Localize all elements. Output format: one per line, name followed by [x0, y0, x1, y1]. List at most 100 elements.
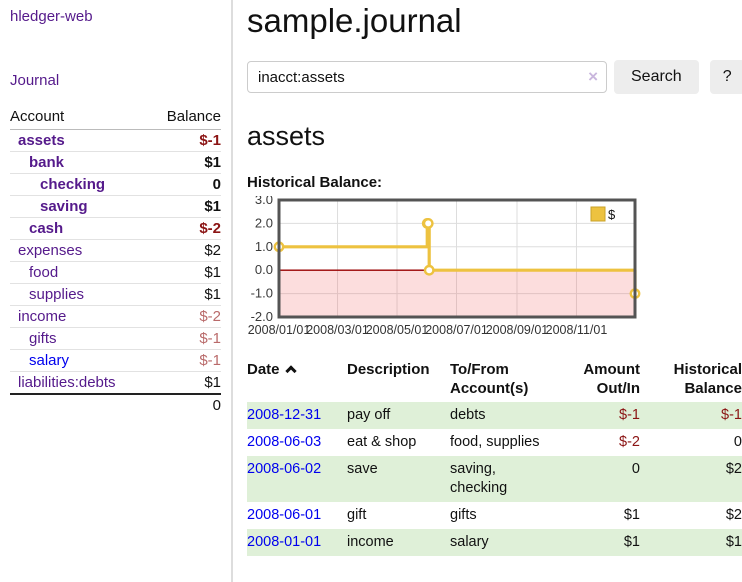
transaction-accounts: food, supplies [450, 429, 570, 456]
transaction-accounts: gifts [450, 502, 570, 529]
transaction-description: income [347, 529, 450, 556]
account-link[interactable]: cash [29, 220, 63, 237]
accounts-header-account: Account [10, 106, 149, 130]
transaction-date-link[interactable]: 2008-12-31 [247, 407, 321, 423]
account-row: saving $1 [10, 196, 221, 218]
account-row: income $-2 [10, 306, 221, 328]
transaction-row: 2008-06-01 giftgifts$1$2 [247, 502, 742, 529]
account-link[interactable]: assets [18, 132, 65, 149]
svg-text:2008/03/01: 2008/03/01 [306, 323, 369, 337]
transaction-description: save [347, 456, 450, 502]
search-form: × Search ? [247, 60, 742, 94]
account-row: salary $-1 [10, 350, 221, 372]
account-link[interactable]: expenses [18, 242, 82, 259]
transaction-row: 2008-12-31pay offdebts$-1$-1 [247, 402, 742, 429]
svg-text:0.0: 0.0 [255, 262, 273, 277]
transaction-balance: 0 [642, 429, 742, 456]
svg-text:2.0: 2.0 [255, 215, 273, 230]
account-link[interactable]: food [29, 264, 58, 281]
register-table: Date Description To/From Account(s) Amou… [247, 358, 742, 556]
historical-balance-chart: $3.02.01.00.0-1.0-2.02008/01/012008/03/0… [247, 196, 647, 344]
sidebar: hledger-web Journal Account Balance asse… [0, 0, 233, 582]
transaction-balance: $2 [642, 456, 742, 502]
transaction-amount: $1 [570, 529, 642, 556]
account-link[interactable]: checking [40, 176, 105, 193]
transaction-row: 2008-01-01incomesalary$1$1 [247, 529, 742, 556]
account-balance: $1 [149, 262, 221, 284]
account-row: food $1 [10, 262, 221, 284]
help-button[interactable]: ? [710, 60, 742, 94]
account-row: assets $-1 [10, 130, 221, 152]
svg-text:2008/07/01: 2008/07/01 [425, 323, 488, 337]
register-header-row: Date Description To/From Account(s) Amou… [247, 358, 742, 402]
sidebar-total-row: 0 [10, 394, 221, 416]
transaction-description: pay off [347, 402, 450, 429]
transaction-balance: $1 [642, 529, 742, 556]
register-header-accounts: To/From Account(s) [450, 358, 570, 402]
transaction-amount: $1 [570, 502, 642, 529]
account-balance: $-1 [149, 328, 221, 350]
account-balance: $-2 [149, 218, 221, 240]
sidebar-total-value: 0 [149, 394, 221, 416]
account-balance: $1 [149, 196, 221, 218]
accounts-header-row: Account Balance [10, 106, 221, 130]
account-balance: $2 [149, 240, 221, 262]
svg-text:-1.0: -1.0 [251, 286, 273, 301]
transaction-date-link[interactable]: 2008-06-01 [247, 507, 321, 523]
transaction-row: 2008-06-02 savesaving, checking0$2 [247, 456, 742, 502]
svg-text:$: $ [608, 207, 616, 222]
transaction-balance: $2 [642, 502, 742, 529]
transaction-date-link[interactable]: 2008-06-03 [247, 434, 321, 450]
accounts-balance-table: Account Balance assets$-1bank$1checking0… [10, 106, 221, 416]
register-header-description: Description [347, 358, 450, 402]
svg-text:2008/05/01: 2008/05/01 [366, 323, 429, 337]
account-row: bank$1 [10, 152, 221, 174]
transaction-row: 2008-06-03 eat & shopfood, supplies$-20 [247, 429, 742, 456]
svg-text:-2.0: -2.0 [251, 309, 273, 324]
main-content: sample.journal × Search ? assets Histori… [233, 0, 742, 582]
account-heading: assets [247, 121, 742, 152]
account-row: supplies$1 [10, 284, 221, 306]
account-row: expenses $2 [10, 240, 221, 262]
register-header-balance: Historical Balance [642, 358, 742, 402]
register-header-amount: Amount Out/In [570, 358, 642, 402]
sort-asc-icon [285, 365, 296, 376]
svg-text:2008/09/01: 2008/09/01 [486, 323, 549, 337]
account-link[interactable]: gifts [29, 330, 57, 347]
search-button[interactable]: Search [614, 60, 699, 94]
account-link[interactable]: bank [29, 154, 64, 171]
transaction-description: gift [347, 502, 450, 529]
account-row: gifts $-1 [10, 328, 221, 350]
account-row: cash $-2 [10, 218, 221, 240]
search-input[interactable] [247, 61, 607, 93]
account-balance: 0 [149, 174, 221, 196]
svg-text:2008/11/01: 2008/11/01 [546, 323, 608, 337]
transaction-balance: $-1 [642, 402, 742, 429]
account-link[interactable]: supplies [29, 286, 84, 303]
chart-canvas: $3.02.01.00.0-1.0-2.02008/01/012008/03/0… [247, 196, 647, 344]
account-balance: $-1 [149, 130, 221, 152]
transaction-accounts: saving, checking [450, 456, 570, 502]
account-balance: $1 [149, 372, 221, 395]
page-title: sample.journal [247, 2, 742, 40]
transaction-date-link[interactable]: 2008-06-02 [247, 461, 321, 477]
clear-search-icon[interactable]: × [588, 67, 598, 87]
account-link[interactable]: salary [29, 352, 69, 369]
transaction-description: eat & shop [347, 429, 450, 456]
search-input-wrap: × [247, 61, 607, 93]
account-balance: $-2 [149, 306, 221, 328]
svg-text:2008/01/01: 2008/01/01 [248, 323, 311, 337]
register-header-date[interactable]: Date [247, 358, 347, 402]
app-brand-link[interactable]: hledger-web [10, 8, 93, 25]
accounts-header-balance: Balance [149, 106, 221, 130]
account-link[interactable]: liabilities:debts [18, 374, 116, 391]
transaction-amount: 0 [570, 456, 642, 502]
transaction-amount: $-1 [570, 402, 642, 429]
account-link[interactable]: saving [40, 198, 88, 215]
chart-title: Historical Balance: [247, 174, 742, 191]
sidebar-item-journal[interactable]: Journal [10, 72, 59, 89]
account-balance: $-1 [149, 350, 221, 372]
transaction-date-link[interactable]: 2008-01-01 [247, 534, 321, 550]
transaction-amount: $-2 [570, 429, 642, 456]
account-link[interactable]: income [18, 308, 66, 325]
